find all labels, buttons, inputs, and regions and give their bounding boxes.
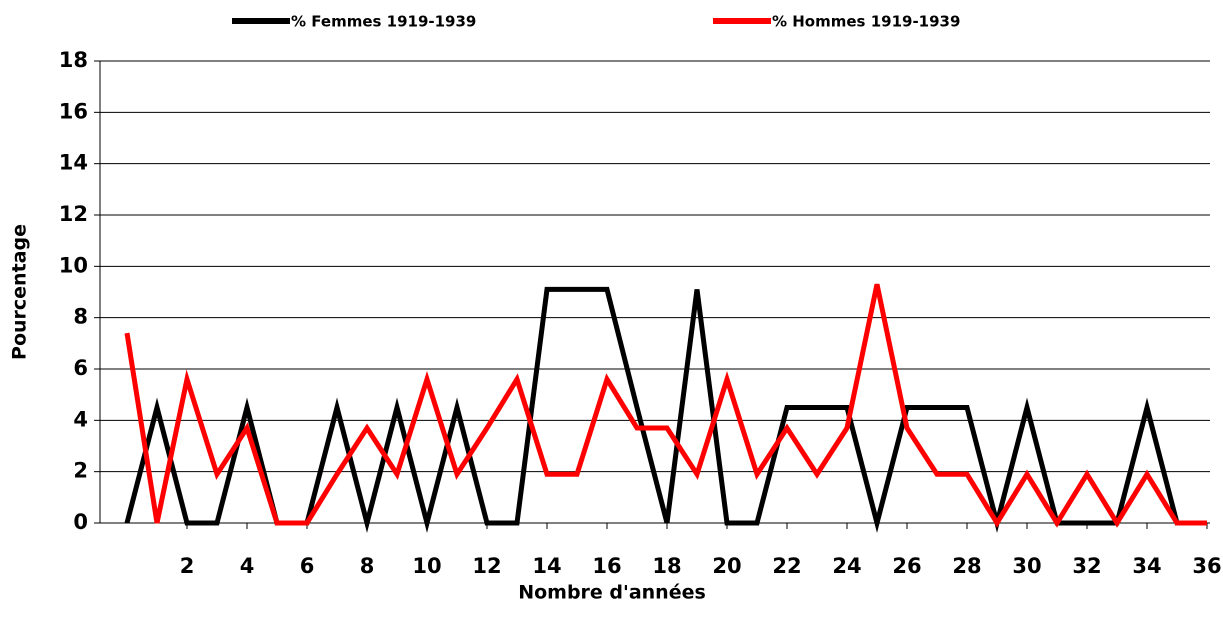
legend-label: % Hommes 1919-1939 — [772, 13, 960, 31]
x-tick-label: 26 — [892, 554, 921, 578]
x-tick-label: 32 — [1072, 554, 1101, 578]
series-line — [124, 286, 1207, 533]
x-tick-label: 2 — [180, 554, 195, 578]
y-tick-label: 2 — [73, 459, 88, 483]
y-tick-label: 18 — [59, 48, 88, 72]
x-tick-label: 18 — [652, 554, 681, 578]
x-tick-label: 12 — [472, 554, 501, 578]
y-tick-label: 14 — [59, 151, 88, 175]
y-tick-label: 6 — [73, 356, 88, 380]
x-tick-label: 8 — [360, 554, 375, 578]
x-axis-title: Nombre d'années — [518, 582, 706, 604]
x-tick-label: 6 — [300, 554, 315, 578]
x-tick-label: 30 — [1012, 554, 1041, 578]
x-tick-label: 36 — [1192, 554, 1221, 578]
y-tick-label: 8 — [73, 305, 88, 329]
y-tick-label: 16 — [59, 99, 88, 123]
x-tick-label: 22 — [772, 554, 801, 578]
series-line — [124, 283, 1207, 528]
x-tick-label: 20 — [712, 554, 741, 578]
x-tick-label: 34 — [1132, 554, 1161, 578]
x-tick-label: 16 — [592, 554, 621, 578]
y-axis-title: Pourcentage — [9, 224, 31, 360]
x-tick-label: 14 — [532, 554, 561, 578]
y-tick-label: 12 — [59, 202, 88, 226]
y-tick-label: 10 — [59, 253, 88, 277]
y-tick-label: 4 — [73, 407, 88, 431]
x-tick-label: 24 — [832, 554, 861, 578]
x-tick-label: 28 — [952, 554, 981, 578]
legend-label: % Femmes 1919-1939 — [291, 13, 476, 31]
x-tick-label: 4 — [240, 554, 255, 578]
y-tick-label: 0 — [73, 510, 88, 534]
x-tick-label: 10 — [412, 554, 441, 578]
